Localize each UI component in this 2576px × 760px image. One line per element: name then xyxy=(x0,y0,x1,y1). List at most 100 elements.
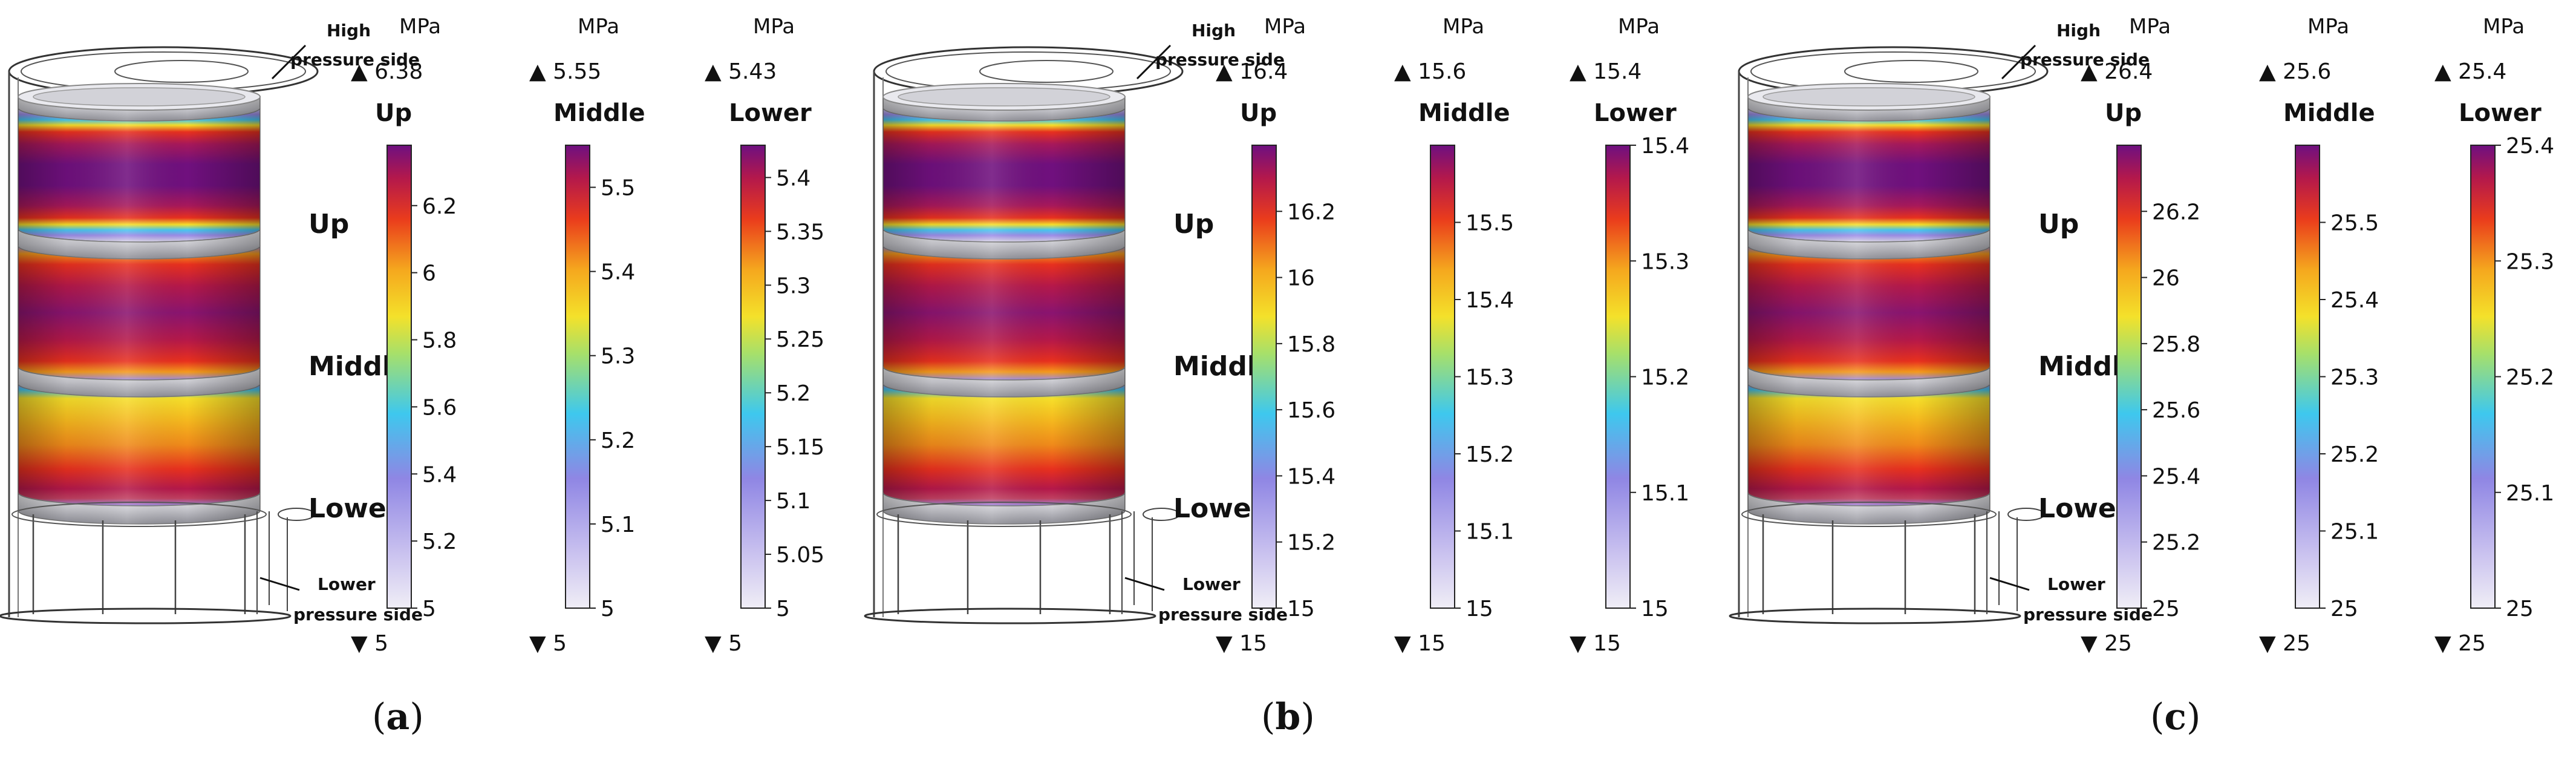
high-pressure-label-2: pressure side xyxy=(290,50,420,70)
panel-label-open-a: ( xyxy=(372,696,386,738)
high-pressure-pointer xyxy=(271,44,307,80)
seal-top-gray-shade xyxy=(883,97,1125,121)
panel-label-letter-a: a xyxy=(386,696,410,738)
base-top-outline xyxy=(1741,502,1997,527)
min-value-up: ▼ 25 xyxy=(2081,631,2132,656)
tick-label-up-0: 25 xyxy=(2152,597,2180,621)
top-cap-hub xyxy=(114,60,249,83)
base-port-lines xyxy=(256,511,270,614)
unit-label-lower: MPa xyxy=(753,15,795,39)
tick-label-lower-2: 15.2 xyxy=(1641,365,1689,390)
bar-title-up: Up xyxy=(1240,99,1277,127)
tick-label-lower-1: 25.1 xyxy=(2506,481,2554,506)
tick-label-middle-4: 15.4 xyxy=(1466,288,1514,313)
max-value-lower: ▲ 25.4 xyxy=(2434,59,2506,84)
tick-label-up-1: 5.2 xyxy=(422,529,457,554)
base-top-outline xyxy=(11,502,267,527)
bar-title-middle: Middle xyxy=(1418,99,1510,127)
bar-title-middle: Middle xyxy=(2283,99,2375,127)
seal-top-face-inner xyxy=(1762,87,1975,106)
bar-title-up: Up xyxy=(2105,99,2142,127)
high-pressure-label-2: pressure side xyxy=(1155,50,1285,70)
tick-label-up-5: 6 xyxy=(422,261,436,286)
tick-label-up-3: 25.6 xyxy=(2152,398,2200,423)
top-cap-hub xyxy=(979,60,1114,83)
max-value-up: ▲ 6.38 xyxy=(351,59,423,84)
tick-label-lower-4: 15.4 xyxy=(1641,134,1689,159)
min-value-lower: ▼ 25 xyxy=(2434,631,2486,656)
seal-middle-ring-shade xyxy=(1748,246,1990,380)
max-value-up: ▲ 26.4 xyxy=(2081,59,2153,84)
tick-label-up-4: 5.8 xyxy=(422,329,457,353)
tick-label-lower-0: 15 xyxy=(1641,597,1669,621)
max-value-up: ▲ 16.4 xyxy=(1216,59,1288,84)
bar-title-lower: Lower xyxy=(729,99,812,127)
low-pressure-pointer xyxy=(1989,577,2030,591)
tick-label-middle-4: 5.4 xyxy=(601,260,635,285)
tick-label-lower-7: 5.35 xyxy=(776,220,824,244)
tick-label-lower-3: 15.3 xyxy=(1641,249,1689,274)
seal-lower-ring-shade xyxy=(883,384,1125,506)
tick-label-lower-2: 25.2 xyxy=(2506,365,2554,390)
colorbar-lower xyxy=(2470,145,2496,609)
min-value-middle: ▼ 5 xyxy=(529,631,567,656)
min-value-lower: ▼ 5 xyxy=(705,631,742,656)
unit-label-middle: MPa xyxy=(1443,15,1484,39)
tick-label-middle-1: 15.1 xyxy=(1466,520,1514,545)
high-pressure-label-2: pressure side xyxy=(2020,50,2150,70)
tick-label-up-0: 5 xyxy=(422,597,436,621)
colorbar-lower xyxy=(1605,145,1631,609)
unit-label-lower: MPa xyxy=(2483,15,2525,39)
bar-title-lower: Lower xyxy=(1594,99,1677,127)
colorbar-middle xyxy=(565,145,590,609)
tick-label-up-0: 15 xyxy=(1287,597,1315,621)
tick-label-middle-0: 25 xyxy=(2330,597,2358,621)
tick-label-lower-1: 5.05 xyxy=(776,543,824,568)
low-pressure-pointer xyxy=(1124,577,1165,591)
seal-gap-1-shade xyxy=(18,229,260,259)
seal-top-gray-shade xyxy=(18,97,260,121)
tick-label-middle-2: 15.2 xyxy=(1466,442,1514,467)
max-value-lower: ▲ 5.43 xyxy=(705,59,777,84)
panel-label-letter-c: c xyxy=(2164,696,2186,738)
colorbar-up xyxy=(1251,145,1277,609)
tick-label-up-4: 25.8 xyxy=(2152,332,2200,357)
seal-up-ring-shade xyxy=(883,108,1125,242)
seal-middle-ring-shade xyxy=(18,246,260,380)
tick-label-up-1: 25.2 xyxy=(2152,531,2200,555)
top-cap-hub xyxy=(1844,60,1978,83)
tick-label-middle-4: 25.4 xyxy=(2330,288,2379,313)
tick-label-middle-1: 25.1 xyxy=(2330,520,2379,545)
min-value-up: ▼ 5 xyxy=(351,631,388,656)
colorbar-lower xyxy=(740,145,766,609)
unit-label-up: MPa xyxy=(2129,15,2171,39)
high-pressure-pointer xyxy=(2001,44,2036,80)
max-value-middle: ▲ 25.6 xyxy=(2259,59,2331,84)
seal-gap-1-shade xyxy=(1748,229,1990,259)
tick-label-middle-5: 5.5 xyxy=(601,176,635,201)
high-pressure-pointer xyxy=(1136,44,1172,80)
region-label-up: Up xyxy=(2038,209,2079,240)
tick-label-up-5: 26 xyxy=(2152,266,2180,291)
seal-gap-2-shade xyxy=(1748,367,1990,397)
high-pressure-label-1: High xyxy=(2056,21,2101,41)
seal-lower-ring-shade xyxy=(18,384,260,506)
seal-lower-ring-shade xyxy=(1748,384,1990,506)
tick-label-lower-3: 25.3 xyxy=(2506,249,2554,274)
max-value-middle: ▲ 15.6 xyxy=(1394,59,1466,84)
seal-top-face-inner xyxy=(898,87,1110,106)
bar-title-lower: Lower xyxy=(2459,99,2542,127)
colorbar-middle xyxy=(1430,145,1455,609)
tick-label-lower-3: 5.15 xyxy=(776,435,824,460)
low-pressure-label-1: Lower xyxy=(318,574,376,594)
high-pressure-label-1: High xyxy=(1192,21,1236,41)
seal-bottom-gray-shade xyxy=(1748,493,1990,524)
tick-label-middle-2: 25.2 xyxy=(2330,442,2379,467)
unit-label-lower: MPa xyxy=(1618,15,1660,39)
seal-gap-1-shade xyxy=(883,229,1125,259)
tick-label-lower-4: 5.2 xyxy=(776,381,810,406)
panel-label-open-c: ( xyxy=(2150,696,2165,738)
